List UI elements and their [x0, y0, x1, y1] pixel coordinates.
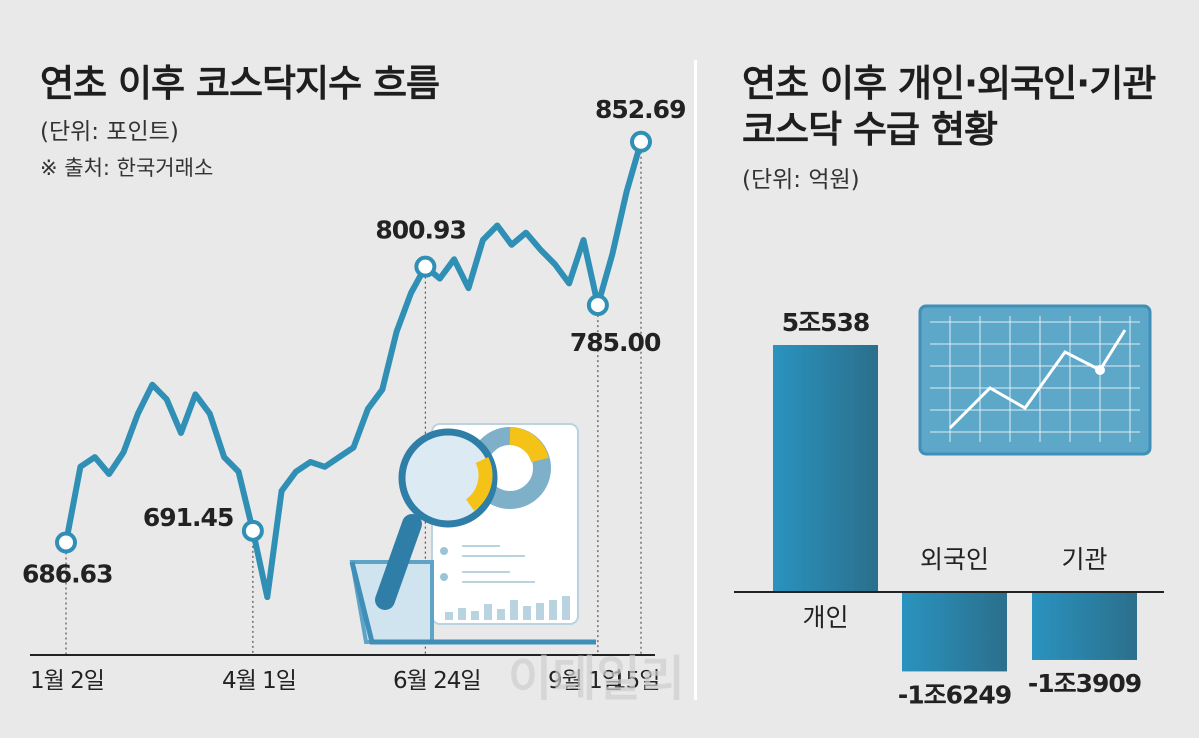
bar: [773, 345, 878, 592]
kosdaq-line-chart: 686.63 691.45 800.93 785.00 852.69 1월 2일 4월 1…: [22, 95, 686, 707]
watermark: 이데일리: [508, 651, 685, 707]
flow-bar-chart: 5조538 개인 -1조6249 외국인 -1조3909 기관: [734, 304, 1164, 709]
panel-divider: [694, 60, 697, 700]
marked-point: [414, 255, 437, 278]
bar-category-label: 개인: [802, 603, 848, 632]
bar-value-label: -1조6249: [898, 680, 1011, 709]
x-tick-label: 4월 1일: [222, 668, 296, 694]
point-value-label: 691.45: [143, 503, 233, 532]
bars: [773, 345, 1137, 672]
bar: [1032, 592, 1137, 660]
x-tick-label: 1월 2일: [30, 668, 104, 694]
bar-value-label: -1조3909: [1028, 669, 1141, 698]
point-value-label: 686.63: [22, 559, 112, 588]
bar-chart-title-line2: 코스닥 수급 현황: [742, 108, 998, 151]
marked-point: [241, 519, 264, 542]
point-value-label: 852.69: [595, 95, 685, 124]
line-point-labels: 686.63 691.45 800.93 785.00 852.69: [22, 95, 686, 589]
x-tick-label: 15일: [612, 668, 659, 694]
point-value-label: 785.00: [570, 328, 661, 357]
line-chart-source: ※ 출처: 한국거래소: [40, 156, 214, 180]
line-chart-guides: [65, 141, 642, 655]
marked-point: [55, 531, 77, 554]
x-tick-label: 9월 1일: [548, 668, 622, 694]
bar-chart-title-line1: 연초 이후 개인·외국인·기관: [742, 62, 1156, 105]
bar-labels: 5조538 개인 -1조6249 외국인 -1조3909 기관: [782, 308, 1142, 709]
kosdaq-line: [63, 138, 644, 601]
marked-point: [630, 130, 652, 153]
line-marked-points: [55, 130, 652, 554]
marked-point: [586, 294, 609, 317]
bar-category-label: 외국인: [920, 545, 989, 574]
bar-category-label: 기관: [1061, 545, 1107, 574]
decorative-report-illustration: [349, 423, 596, 645]
x-tick-label: 6월 24일: [393, 668, 481, 694]
line-chart-unit: (단위: 포인트): [40, 119, 179, 145]
point-value-label: 800.93: [375, 216, 465, 245]
decorative-trend-screen: [918, 304, 1152, 456]
line-chart-title: 연초 이후 코스닥지수 흐름: [40, 62, 440, 105]
bar-value-label: 5조538: [782, 308, 870, 337]
bar-chart-unit: (단위: 억원): [742, 167, 860, 193]
bar: [902, 592, 1007, 672]
